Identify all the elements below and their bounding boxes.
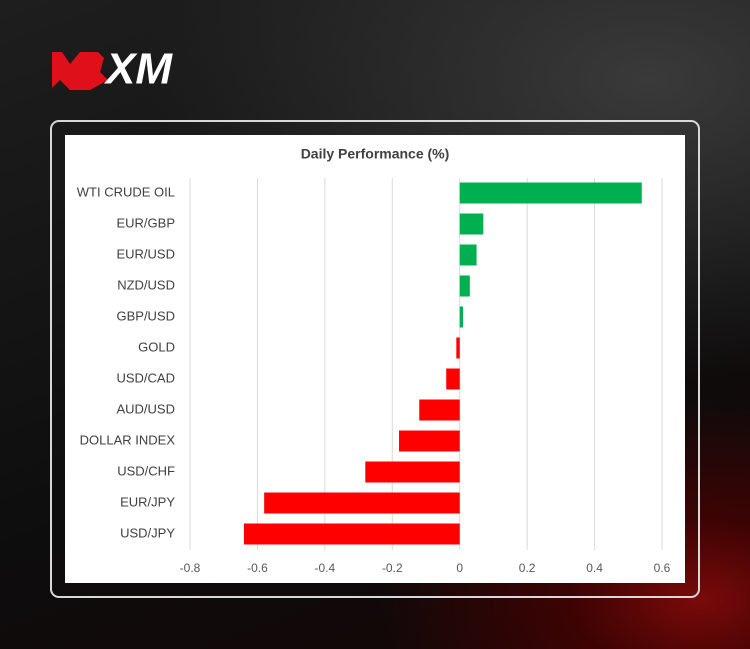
chart-title: Daily Performance (%)	[301, 146, 450, 162]
bar	[446, 368, 460, 390]
bar	[456, 337, 460, 359]
logo-text: XM	[103, 45, 173, 94]
x-tick-label: -0.2	[382, 561, 403, 575]
logo-bull	[52, 52, 108, 90]
y-tick-label: AUD/USD	[116, 401, 175, 416]
frame	[50, 120, 700, 598]
y-tick-label: GBP/USD	[116, 308, 175, 323]
bar	[459, 244, 477, 266]
bar	[399, 430, 460, 452]
bar	[243, 523, 460, 545]
bar	[459, 306, 464, 328]
y-tick-label: WTI CRUDE OIL	[77, 184, 175, 199]
y-tick-label: NZD/USD	[117, 277, 175, 292]
y-tick-label: USD/CAD	[116, 370, 175, 385]
y-tick-label: EUR/GBP	[116, 215, 175, 230]
x-tick-label: -0.8	[180, 561, 201, 575]
bar	[459, 213, 484, 235]
x-tick-label: 0.4	[586, 561, 603, 575]
logo: XM	[52, 45, 173, 94]
y-tick-label: EUR/JPY	[120, 494, 175, 509]
bar	[459, 275, 470, 297]
x-tick-label: 0.6	[654, 561, 671, 575]
bar	[419, 399, 460, 421]
y-tick-label: USD/CHF	[117, 463, 175, 478]
y-tick-label: USD/JPY	[120, 525, 175, 540]
x-tick-label: -0.4	[315, 561, 336, 575]
y-tick-label: DOLLAR INDEX	[80, 432, 176, 447]
bar	[365, 461, 460, 483]
x-tick-label: -0.6	[247, 561, 268, 575]
y-tick-label: GOLD	[138, 339, 175, 354]
y-tick-label: EUR/USD	[116, 246, 175, 261]
bar	[459, 182, 642, 204]
bar	[264, 492, 460, 514]
x-tick-label: 0	[456, 561, 463, 575]
x-tick-label: 0.2	[519, 561, 536, 575]
